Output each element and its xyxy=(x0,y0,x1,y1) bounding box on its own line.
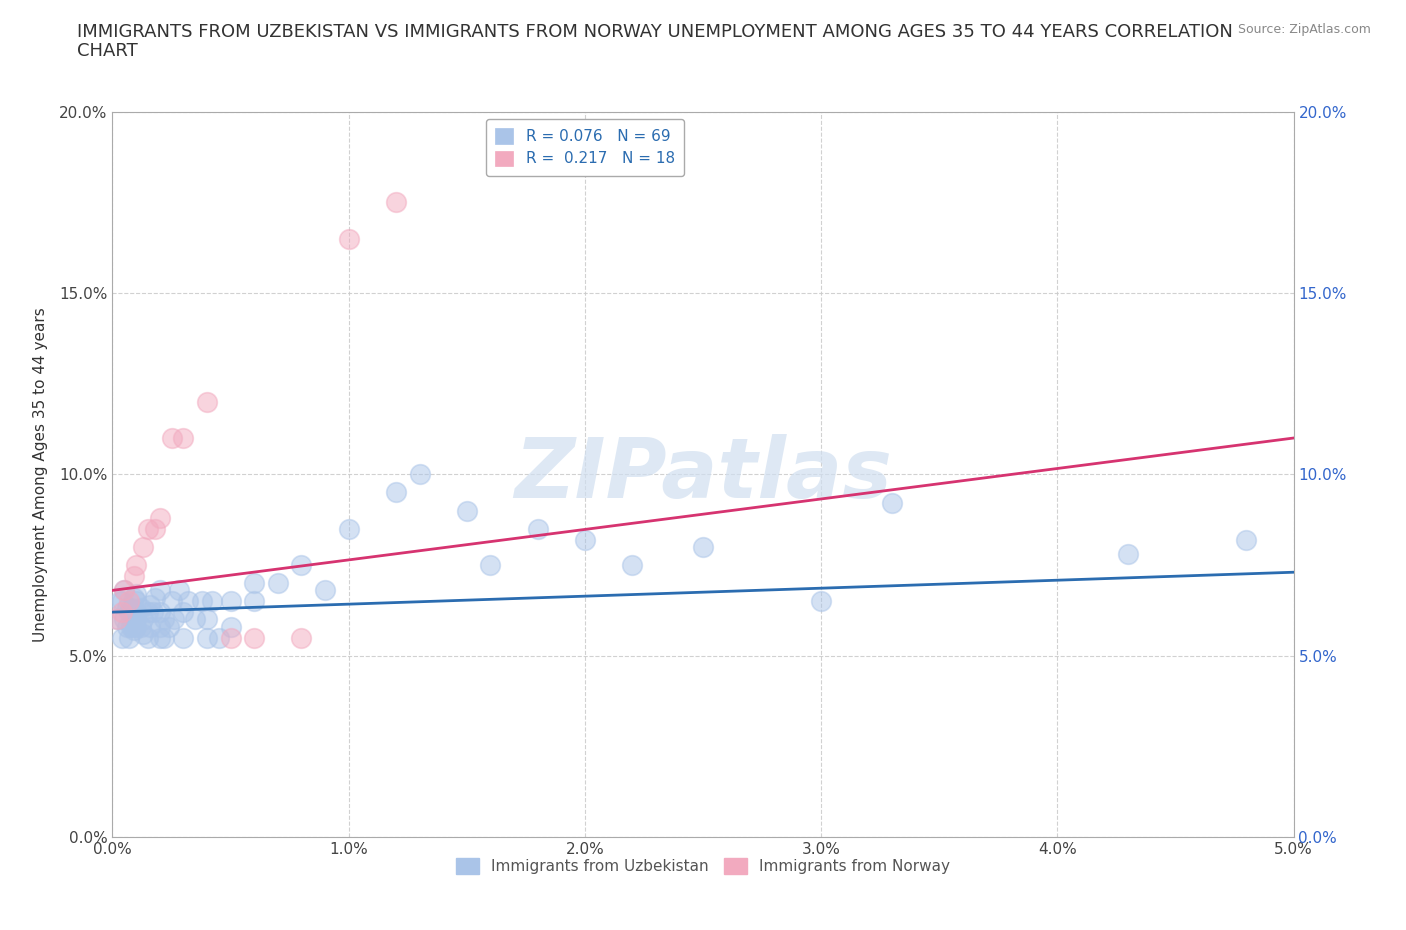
Point xyxy=(195,612,218,627)
Point xyxy=(1116,547,1139,562)
Point xyxy=(880,496,903,511)
Point xyxy=(163,612,186,627)
Point xyxy=(120,619,142,634)
Point xyxy=(112,583,135,598)
Point xyxy=(132,539,155,554)
Point xyxy=(108,594,131,609)
Point xyxy=(105,612,128,627)
Point xyxy=(139,619,162,634)
Point xyxy=(219,594,242,609)
Point xyxy=(172,631,194,645)
Point xyxy=(243,576,266,591)
Point xyxy=(149,604,172,619)
Point xyxy=(385,195,408,210)
Point xyxy=(143,591,166,605)
Point xyxy=(105,612,128,627)
Point xyxy=(1234,532,1257,547)
Point xyxy=(337,231,360,246)
Point xyxy=(337,521,360,536)
Text: CHART: CHART xyxy=(77,42,138,60)
Point xyxy=(136,631,159,645)
Point xyxy=(118,604,141,619)
Point xyxy=(219,619,242,634)
Point xyxy=(112,612,135,627)
Point xyxy=(201,594,224,609)
Point xyxy=(172,604,194,619)
Point xyxy=(191,594,214,609)
Point xyxy=(125,612,148,627)
Point xyxy=(143,521,166,536)
Point xyxy=(153,612,176,627)
Point xyxy=(184,612,207,627)
Point xyxy=(195,631,218,645)
Text: ZIPatlas: ZIPatlas xyxy=(515,433,891,515)
Point xyxy=(115,619,138,634)
Y-axis label: Unemployment Among Ages 35 to 44 years: Unemployment Among Ages 35 to 44 years xyxy=(34,307,48,642)
Point xyxy=(692,539,714,554)
Point xyxy=(115,601,138,616)
Point xyxy=(456,503,478,518)
Point xyxy=(621,558,644,573)
Point xyxy=(132,612,155,627)
Point xyxy=(125,604,148,619)
Point xyxy=(136,521,159,536)
Point xyxy=(314,583,336,598)
Point xyxy=(290,631,312,645)
Point xyxy=(136,604,159,619)
Point xyxy=(125,604,148,619)
Point xyxy=(149,619,172,634)
Point xyxy=(526,521,548,536)
Point xyxy=(139,597,162,612)
Point xyxy=(118,594,141,609)
Point xyxy=(177,594,200,609)
Point xyxy=(574,532,596,547)
Point xyxy=(153,631,176,645)
Point xyxy=(290,558,312,573)
Point xyxy=(219,631,242,645)
Legend: Immigrants from Uzbekistan, Immigrants from Norway: Immigrants from Uzbekistan, Immigrants f… xyxy=(450,852,956,880)
Point xyxy=(208,631,231,645)
Point xyxy=(129,619,152,634)
Point xyxy=(125,558,148,573)
Point xyxy=(132,627,155,642)
Point xyxy=(243,631,266,645)
Point xyxy=(129,601,152,616)
Point xyxy=(479,558,502,573)
Point xyxy=(118,631,141,645)
Point xyxy=(112,583,135,598)
Point xyxy=(172,431,194,445)
Point xyxy=(267,576,290,591)
Point xyxy=(160,594,183,609)
Text: IMMIGRANTS FROM UZBEKISTAN VS IMMIGRANTS FROM NORWAY UNEMPLOYMENT AMONG AGES 35 : IMMIGRANTS FROM UZBEKISTAN VS IMMIGRANTS… xyxy=(77,23,1233,41)
Point xyxy=(243,594,266,609)
Point xyxy=(385,485,408,500)
Point xyxy=(125,619,148,634)
Point xyxy=(149,511,172,525)
Point xyxy=(149,631,172,645)
Point xyxy=(111,604,134,619)
Point xyxy=(122,568,145,583)
Point xyxy=(810,594,832,609)
Point xyxy=(142,604,165,619)
Point xyxy=(122,623,145,638)
Point xyxy=(157,619,180,634)
Point xyxy=(111,631,134,645)
Point xyxy=(160,431,183,445)
Point xyxy=(111,594,134,609)
Point xyxy=(122,591,145,605)
Point xyxy=(408,467,430,482)
Point xyxy=(120,601,142,616)
Point xyxy=(149,583,172,598)
Point xyxy=(167,583,190,598)
Text: Source: ZipAtlas.com: Source: ZipAtlas.com xyxy=(1237,23,1371,36)
Point xyxy=(195,394,218,409)
Point xyxy=(125,594,148,609)
Point xyxy=(125,587,148,602)
